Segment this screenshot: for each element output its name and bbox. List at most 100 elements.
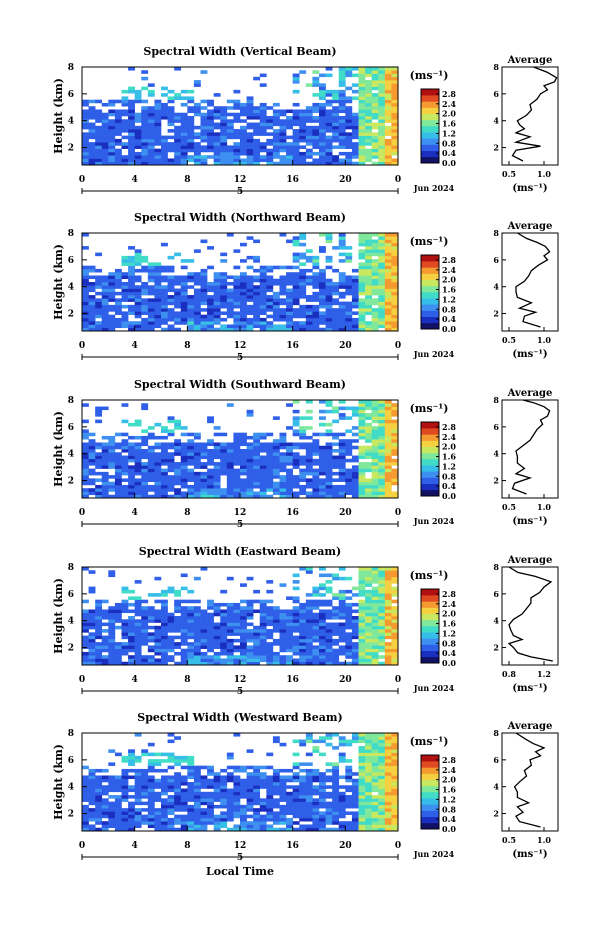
average-y-tick-label: 4: [493, 282, 499, 292]
heatmap-cell: [384, 468, 392, 473]
heatmap-cell: [233, 494, 241, 499]
heatmap-cell: [259, 772, 267, 776]
heatmap-cell: [193, 445, 201, 450]
heatmap-cell: [338, 314, 346, 319]
heatmap-cell: [272, 129, 280, 133]
heatmap-cell: [141, 161, 149, 166]
heatmap-cell: [391, 161, 399, 166]
heatmap-cell: [319, 821, 326, 825]
heatmap-cell: [338, 811, 346, 815]
heatmap-cell: [121, 119, 129, 123]
heatmap-cell: [134, 445, 142, 450]
heatmap-cell: [292, 324, 300, 329]
heatmap-cell: [384, 314, 392, 319]
heatmap-cell: [312, 314, 320, 319]
heatmap-cell: [220, 494, 228, 499]
heatmap-cell: [82, 468, 89, 473]
heatmap-cell: [358, 471, 366, 476]
heatmap-cell: [272, 606, 280, 610]
heatmap-cell: [358, 778, 366, 783]
heatmap-cell: [384, 733, 392, 737]
heatmap-cell: [108, 629, 116, 633]
heatmap-cell: [88, 439, 96, 443]
heatmap-cell: [167, 255, 175, 260]
heatmap-cell: [391, 83, 399, 87]
heatmap-cell: [220, 804, 228, 809]
heatmap-cell: [384, 301, 392, 306]
heatmap-cell: [266, 635, 274, 640]
heatmap-cell: [365, 116, 372, 120]
heatmap-cell: [391, 749, 399, 753]
heatmap-cell: [371, 426, 379, 430]
heatmap-cell: [378, 749, 386, 753]
heatmap-cell: [154, 122, 162, 127]
heatmap-cell: [371, 416, 379, 420]
heatmap-cell: [226, 125, 234, 130]
heatmap-cell: [305, 324, 313, 329]
heatmap-cell: [82, 616, 89, 620]
heatmap-cell: [279, 432, 287, 437]
heatmap-cell: [272, 804, 280, 809]
heatmap-cell: [286, 109, 293, 114]
heatmap-cell: [154, 106, 162, 110]
heatmap-cell: [154, 759, 162, 763]
heatmap-cell: [253, 791, 261, 796]
colorbar-tick-label: 1.6: [442, 452, 456, 462]
heatmap-cell: [167, 586, 175, 591]
heatmap-cell: [305, 106, 313, 110]
heatmap-cell: [147, 616, 155, 620]
heatmap-cell: [305, 161, 313, 166]
heatmap-cell: [332, 112, 340, 117]
heatmap-cell: [220, 282, 228, 286]
heatmap-cell: [141, 119, 149, 123]
heatmap-cell: [272, 775, 280, 780]
heatmap-cell: [207, 811, 214, 815]
heatmap-cell: [358, 158, 366, 163]
heatmap-cell: [187, 89, 195, 94]
x-tick-label: 12: [234, 175, 247, 185]
heatmap-cell: [128, 138, 135, 143]
heatmap-cell: [147, 151, 155, 156]
heatmap-cell: [253, 311, 261, 315]
colorbar-swatch: [421, 310, 439, 317]
heatmap-cell: [114, 491, 122, 496]
heatmap-cell: [147, 606, 155, 610]
x-tick-label: 0: [79, 341, 85, 351]
heatmap-cell: [305, 570, 313, 574]
y-tick-label: 8: [68, 63, 74, 73]
heatmap-cell: [358, 109, 366, 114]
heatmap-cell: [391, 142, 399, 146]
heatmap-cell: [121, 142, 129, 146]
heatmap-cell: [384, 772, 392, 776]
heatmap-cell: [286, 648, 293, 653]
heatmap-cell: [279, 583, 287, 587]
heatmap-cell: [226, 481, 234, 486]
heatmap-cell: [187, 462, 195, 466]
heatmap-cell: [108, 308, 116, 312]
heatmap-cell: [213, 635, 221, 640]
heatmap-cell: [220, 602, 228, 607]
heatmap-cell: [174, 795, 182, 799]
heatmap-cell: [312, 445, 320, 450]
heatmap-cell: [378, 301, 386, 306]
heatmap-cell: [378, 759, 386, 763]
heatmap-cell: [246, 452, 254, 456]
heatmap-cell: [141, 304, 149, 309]
heatmap-cell: [114, 142, 122, 146]
heatmap-cell: [305, 612, 313, 617]
average-y-tick-label: 4: [493, 449, 499, 459]
heatmap-cell: [292, 609, 300, 614]
heatmap-cell: [305, 298, 313, 302]
heatmap-cell: [220, 109, 228, 114]
heatmap-cell: [365, 298, 372, 302]
heatmap-cell: [365, 484, 372, 489]
heatmap-cell: [253, 324, 261, 329]
heatmap-cell: [286, 804, 293, 809]
heatmap-cell: [351, 798, 359, 802]
heatmap-cell: [345, 158, 353, 163]
heatmap-cell: [319, 449, 326, 453]
heatmap-cell: [391, 106, 399, 110]
heatmap-cell: [371, 285, 379, 289]
heatmap-cell: [319, 481, 326, 486]
